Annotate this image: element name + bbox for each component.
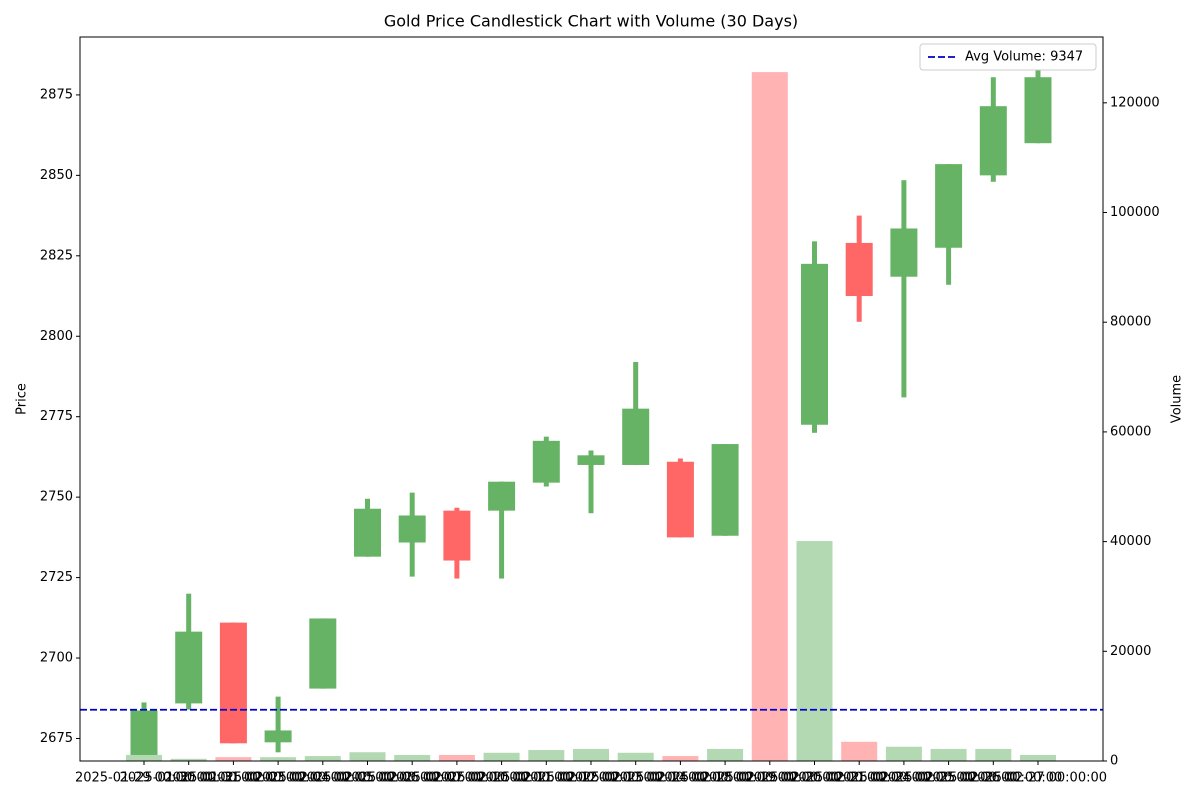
x-tick-label: 2025-01-31 00:00:00: [164, 771, 302, 786]
y2-tick-label: 120000: [1110, 95, 1160, 110]
x-tick-label: 2025-02-03 00:00:00: [209, 771, 347, 786]
candle-body: [979, 106, 1007, 176]
x-tick-label: 2025-02-06 00:00:00: [343, 771, 481, 786]
candle-wick: [901, 180, 907, 398]
x-tick-label: 2025-02-19 00:00:00: [701, 771, 839, 786]
y-axis-label: Price: [15, 383, 30, 415]
chart-title: Gold Price Candlestick Chart with Volume…: [384, 12, 798, 31]
y2-axis-label: Volume: [1170, 375, 1185, 423]
candle-body: [532, 440, 560, 483]
x-tick-label: 2025-02-12 00:00:00: [522, 771, 660, 786]
y-tick-label: 2800: [40, 329, 73, 344]
x-tick-label: 2025-02-07 00:00:00: [388, 771, 526, 786]
candle-body: [398, 515, 426, 543]
candle-wick: [588, 450, 594, 514]
x-tick-label: 2025-01-30 00:00:00: [120, 771, 258, 786]
candle-body: [219, 622, 247, 744]
x-tick-label: 2025-02-04 00:00:00: [254, 771, 392, 786]
candle-body: [488, 481, 516, 511]
candle-body: [890, 228, 918, 277]
candle-body: [935, 164, 963, 248]
volume-bar: [349, 752, 386, 761]
volume-bar: [841, 741, 878, 761]
x-tick-label: 2025-02-24 00:00:00: [835, 771, 973, 786]
volume-bar: [215, 757, 252, 761]
candle-body: [666, 461, 694, 538]
x-tick-label: 2025-02-18 00:00:00: [656, 771, 794, 786]
legend-box: [919, 43, 1097, 71]
candle-body: [354, 508, 381, 557]
y-tick-label: 2725: [40, 570, 73, 585]
plot-frame: [79, 36, 1104, 762]
x-tick-label: 2025-02-27 00:00:00: [969, 771, 1107, 786]
y-tick-label: 2825: [40, 248, 73, 263]
x-tick-label: 2025-01-29 00:00:00: [75, 771, 213, 786]
candle-body: [443, 510, 471, 561]
candle-body: [175, 631, 203, 704]
candle-body: [622, 408, 650, 465]
legend-label: Avg Volume: 9347: [965, 50, 1083, 65]
candle-body: [264, 730, 292, 743]
volume-bar: [1020, 754, 1056, 761]
y-tick-label: 2675: [40, 731, 73, 746]
volume-bar: [483, 752, 520, 761]
volume-bar: [126, 754, 162, 761]
y-tick-label: 2875: [40, 87, 73, 102]
volume-bar: [796, 541, 833, 761]
y2-tick-label: 80000: [1110, 315, 1151, 330]
volume-bar: [438, 754, 475, 761]
y-tick-label: 2775: [40, 409, 73, 424]
volume-bar: [930, 748, 967, 761]
x-tick-label: 2025-02-21 00:00:00: [790, 771, 928, 786]
volume-bar: [394, 754, 431, 761]
x-tick-label: 2025-02-10 00:00:00: [433, 771, 571, 786]
volume-bar: [304, 756, 341, 761]
candle-body: [711, 444, 739, 536]
volume-bar: [975, 748, 1012, 761]
x-tick-label: 2025-02-26 00:00:00: [924, 771, 1062, 786]
y-tick-label: 2750: [40, 490, 73, 505]
volume-bar: [707, 748, 744, 761]
x-tick-label: 2025-02-13 00:00:00: [567, 771, 705, 786]
y2-tick-label: 20000: [1110, 644, 1151, 659]
y2-tick-label: 100000: [1110, 205, 1160, 220]
x-tick-label: 2025-02-14 00:00:00: [611, 771, 749, 786]
volume-bar: [617, 752, 654, 761]
candle-body: [577, 455, 605, 465]
volume-bar: [885, 746, 922, 761]
y2-tick-label: 40000: [1110, 534, 1151, 549]
y2-tick-label: 0: [1110, 754, 1118, 769]
candle-body: [801, 263, 828, 425]
y2-tick-label: 60000: [1110, 424, 1151, 439]
volume-bar: [170, 758, 207, 761]
volume-bar: [528, 750, 565, 761]
y-tick-label: 2850: [40, 168, 73, 183]
volume-bar: [260, 757, 297, 761]
candle-body: [130, 710, 158, 760]
y-tick-label: 2700: [40, 651, 73, 666]
volume-bar: [751, 72, 788, 761]
candle-body: [845, 242, 873, 297]
candle-wick: [499, 481, 505, 579]
candle-body: [1024, 77, 1052, 144]
candle-body: [309, 618, 337, 689]
volume-bar: [573, 748, 609, 761]
volume-bar: [662, 756, 699, 761]
x-tick-label: 2025-02-11 00:00:00: [477, 771, 615, 786]
x-tick-label: 2025-02-20 00:00:00: [745, 771, 883, 786]
x-tick-label: 2025-02-05 00:00:00: [298, 771, 436, 786]
candle-wick: [275, 696, 281, 753]
x-tick-label: 2025-02-25 00:00:00: [880, 771, 1018, 786]
